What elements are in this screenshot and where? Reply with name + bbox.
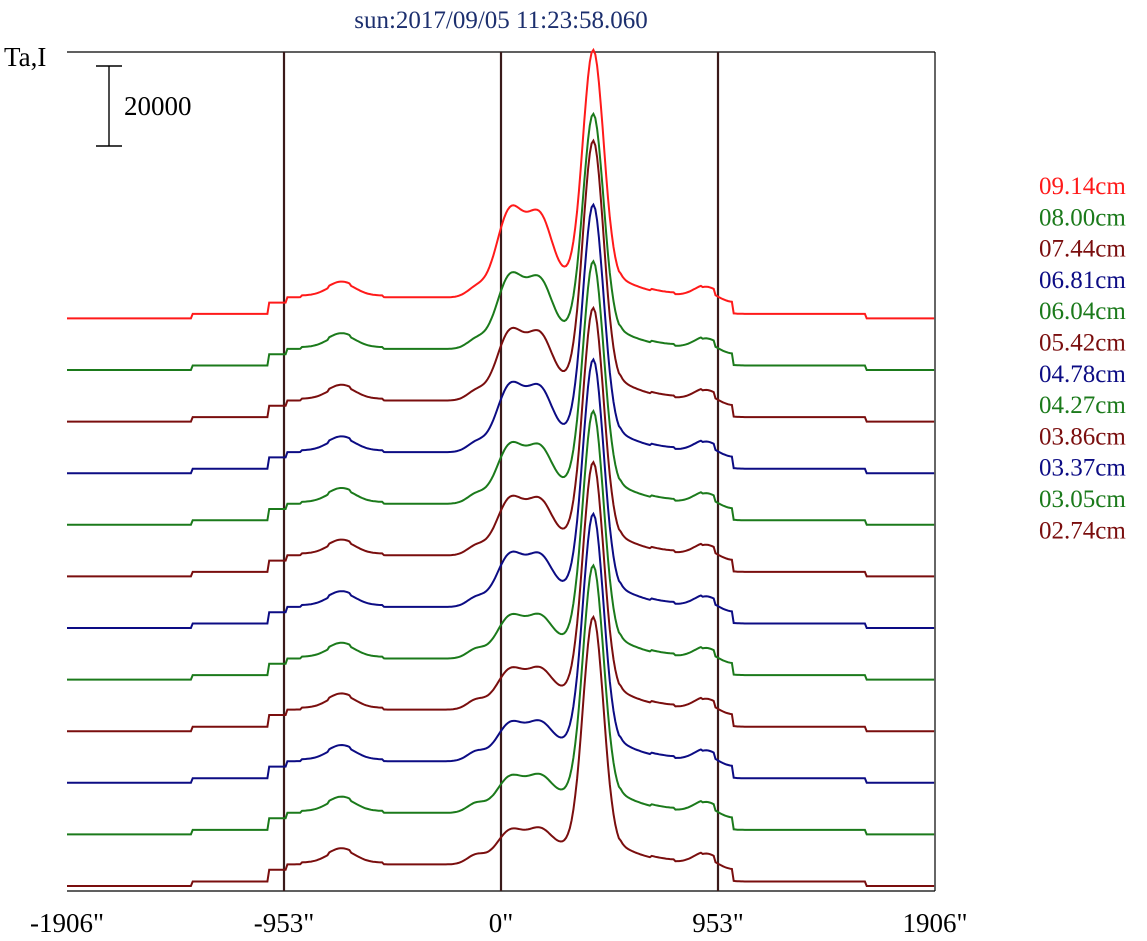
legend-entry: 06.04cm	[1039, 298, 1126, 325]
x-tick-label: -953"	[254, 908, 315, 938]
scale-bar-label: 20000	[124, 91, 192, 121]
series-line-03.37cm	[67, 511, 935, 784]
legend-entry: 03.37cm	[1039, 455, 1126, 482]
series-line-02.74cm	[67, 614, 935, 887]
reference-lines	[282, 52, 720, 891]
y-axis-label: Ta,I	[4, 42, 46, 72]
intensity-scale-bar: 20000	[96, 65, 192, 147]
series-line-07.44cm	[67, 138, 935, 423]
legend-entry: 02.74cm	[1039, 517, 1126, 544]
series-line-09.14cm	[67, 47, 935, 320]
x-tick-label: 1906"	[902, 908, 967, 938]
x-tick-label: 953"	[692, 908, 744, 938]
legend-entry: 08.00cm	[1039, 204, 1126, 231]
series-line-04.27cm	[67, 409, 935, 681]
legend-entry: 06.81cm	[1039, 267, 1126, 294]
legend-entry: 07.44cm	[1039, 236, 1126, 263]
legend-entry: 03.86cm	[1039, 423, 1126, 450]
series-line-03.05cm	[67, 563, 935, 836]
x-tick-label: 0"	[489, 908, 514, 938]
legend-entry: 05.42cm	[1039, 330, 1126, 357]
series-line-03.86cm	[67, 460, 935, 733]
legend-entry: 09.14cm	[1039, 173, 1126, 200]
series-line-04.78cm	[67, 357, 935, 629]
series-line-06.81cm	[67, 202, 935, 475]
series-line-05.42cm	[67, 305, 935, 578]
legend: 09.14cm 08.00cm 07.44cm 06.81cm 06.04cm 05.42…	[1039, 173, 1126, 544]
series-line-06.04cm	[67, 259, 935, 526]
chart-title: sun:2017/09/05 11:23:58.060	[354, 7, 648, 34]
legend-entry: 03.05cm	[1039, 486, 1126, 513]
series-layer	[67, 47, 935, 887]
legend-entry: 04.27cm	[1039, 392, 1126, 419]
x-tick-labels: -1906" -953" 0" 953" 1906"	[30, 908, 968, 938]
series-line-08.00cm	[67, 111, 935, 371]
x-tick-label: -1906"	[30, 908, 104, 938]
legend-entry: 04.78cm	[1039, 361, 1126, 388]
